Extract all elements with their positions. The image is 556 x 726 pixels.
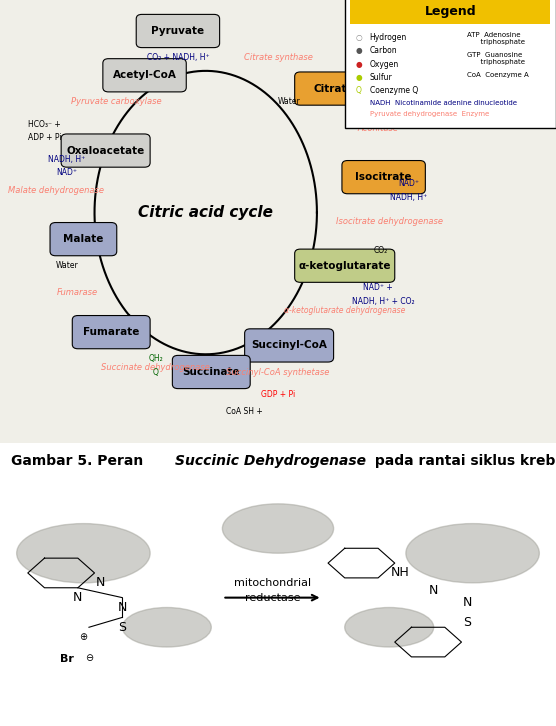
Text: Fumarase: Fumarase bbox=[57, 287, 98, 297]
Text: ○: ○ bbox=[356, 33, 363, 42]
Text: NH: NH bbox=[391, 566, 410, 579]
FancyBboxPatch shape bbox=[103, 59, 186, 92]
Text: Q: Q bbox=[356, 86, 362, 95]
Text: CoA  Coenzyme A: CoA Coenzyme A bbox=[467, 73, 529, 78]
Text: Succinyl-CoA synthetase: Succinyl-CoA synthetase bbox=[226, 367, 330, 377]
Text: Fumarate: Fumarate bbox=[83, 327, 140, 337]
Text: Succinate dehydrogenase: Succinate dehydrogenase bbox=[101, 363, 210, 372]
Text: Isocitrate: Isocitrate bbox=[355, 172, 412, 182]
Text: NAD⁺ +: NAD⁺ + bbox=[363, 283, 393, 293]
Text: NAD⁺: NAD⁺ bbox=[56, 168, 77, 177]
Text: α-ketoglutarate: α-ketoglutarate bbox=[299, 261, 391, 271]
Text: NADH, H⁺: NADH, H⁺ bbox=[48, 155, 85, 164]
Text: NADH, H⁺ + CO₂: NADH, H⁺ + CO₂ bbox=[353, 297, 415, 306]
Text: Pyruvate dehydrogenase  Enzyme: Pyruvate dehydrogenase Enzyme bbox=[370, 111, 489, 118]
Text: NADH  Nicotinamide adenine dinucleotide: NADH Nicotinamide adenine dinucleotide bbox=[370, 99, 517, 106]
Text: Hydrogen: Hydrogen bbox=[370, 33, 407, 42]
FancyBboxPatch shape bbox=[245, 329, 334, 362]
Text: ●: ● bbox=[356, 73, 363, 82]
Text: Br: Br bbox=[60, 654, 73, 664]
Text: NAD⁺: NAD⁺ bbox=[398, 179, 419, 188]
Text: QH₂: QH₂ bbox=[148, 354, 163, 363]
Text: Citrate synthase: Citrate synthase bbox=[244, 53, 312, 62]
Text: GTP  Guanosine: GTP Guanosine bbox=[467, 52, 522, 58]
Text: ⊕: ⊕ bbox=[80, 632, 87, 642]
FancyBboxPatch shape bbox=[172, 356, 250, 388]
Circle shape bbox=[406, 523, 539, 583]
Text: triphosphate: triphosphate bbox=[467, 59, 525, 65]
Text: N: N bbox=[96, 576, 105, 590]
Text: N: N bbox=[463, 596, 471, 609]
Text: Water: Water bbox=[278, 97, 300, 106]
Text: Gambar 5. Peran: Gambar 5. Peran bbox=[11, 454, 148, 468]
Text: N: N bbox=[429, 584, 438, 597]
Text: reductase: reductase bbox=[245, 592, 300, 603]
Text: Citrate: Citrate bbox=[313, 83, 354, 94]
Text: Oxaloacetate: Oxaloacetate bbox=[67, 146, 145, 155]
Text: Acetyl-CoA: Acetyl-CoA bbox=[113, 70, 176, 81]
Text: S: S bbox=[118, 621, 126, 634]
Text: S: S bbox=[463, 616, 471, 629]
Text: Pyruvate: Pyruvate bbox=[151, 26, 205, 36]
Text: ATP  Adenosine: ATP Adenosine bbox=[467, 33, 520, 38]
Text: Water: Water bbox=[56, 261, 78, 270]
Text: HCO₃⁻ +: HCO₃⁻ + bbox=[28, 120, 61, 129]
Text: N: N bbox=[118, 601, 127, 614]
Text: Succinate: Succinate bbox=[182, 367, 240, 377]
Text: Legend: Legend bbox=[425, 6, 476, 18]
Text: CO₂ + NADH, H⁺: CO₂ + NADH, H⁺ bbox=[147, 53, 209, 62]
FancyBboxPatch shape bbox=[61, 134, 150, 167]
Text: Malate: Malate bbox=[63, 234, 103, 244]
Circle shape bbox=[122, 608, 211, 647]
FancyBboxPatch shape bbox=[295, 72, 373, 105]
Circle shape bbox=[17, 523, 150, 583]
Text: Carbon: Carbon bbox=[370, 46, 398, 55]
Text: Succinyl-CoA: Succinyl-CoA bbox=[251, 340, 327, 351]
Text: triphosphate: triphosphate bbox=[467, 39, 525, 45]
Text: Q: Q bbox=[153, 367, 158, 377]
Text: Coenzyme Q: Coenzyme Q bbox=[370, 86, 418, 95]
Bar bbox=[350, 0, 550, 25]
Text: α-ketoglutarate dehydrogenase: α-ketoglutarate dehydrogenase bbox=[284, 306, 405, 314]
FancyBboxPatch shape bbox=[136, 15, 220, 48]
Text: Malate dehydrogenase: Malate dehydrogenase bbox=[8, 186, 103, 195]
FancyBboxPatch shape bbox=[342, 160, 425, 194]
Text: ●: ● bbox=[356, 60, 363, 69]
FancyBboxPatch shape bbox=[295, 249, 395, 282]
Text: CO₂: CO₂ bbox=[374, 245, 388, 255]
Text: Aconitase: Aconitase bbox=[358, 124, 399, 133]
Text: CoA SH +: CoA SH + bbox=[226, 407, 263, 416]
Text: NADH, H⁺: NADH, H⁺ bbox=[390, 192, 427, 202]
Text: Pyruvate carboxylase: Pyruvate carboxylase bbox=[72, 97, 162, 106]
FancyBboxPatch shape bbox=[50, 223, 117, 256]
Text: ●: ● bbox=[356, 46, 363, 55]
Text: ⊖: ⊖ bbox=[85, 653, 93, 663]
FancyBboxPatch shape bbox=[72, 316, 150, 348]
Text: Citric acid cycle: Citric acid cycle bbox=[138, 205, 273, 220]
Text: Sulfur: Sulfur bbox=[370, 73, 393, 82]
Circle shape bbox=[345, 608, 434, 647]
FancyBboxPatch shape bbox=[345, 0, 556, 129]
Text: mitochondrial: mitochondrial bbox=[234, 578, 311, 588]
Text: N: N bbox=[73, 591, 82, 604]
Text: Isocitrate dehydrogenase: Isocitrate dehydrogenase bbox=[336, 217, 443, 226]
Text: Succinic Dehydrogenase: Succinic Dehydrogenase bbox=[175, 454, 366, 468]
Text: pada rantai siklus krebs: pada rantai siklus krebs bbox=[370, 454, 556, 468]
Text: Oxygen: Oxygen bbox=[370, 60, 399, 69]
Text: ADP + Pi: ADP + Pi bbox=[28, 133, 61, 142]
Text: GDP + Pi: GDP + Pi bbox=[261, 390, 295, 399]
Circle shape bbox=[222, 504, 334, 553]
